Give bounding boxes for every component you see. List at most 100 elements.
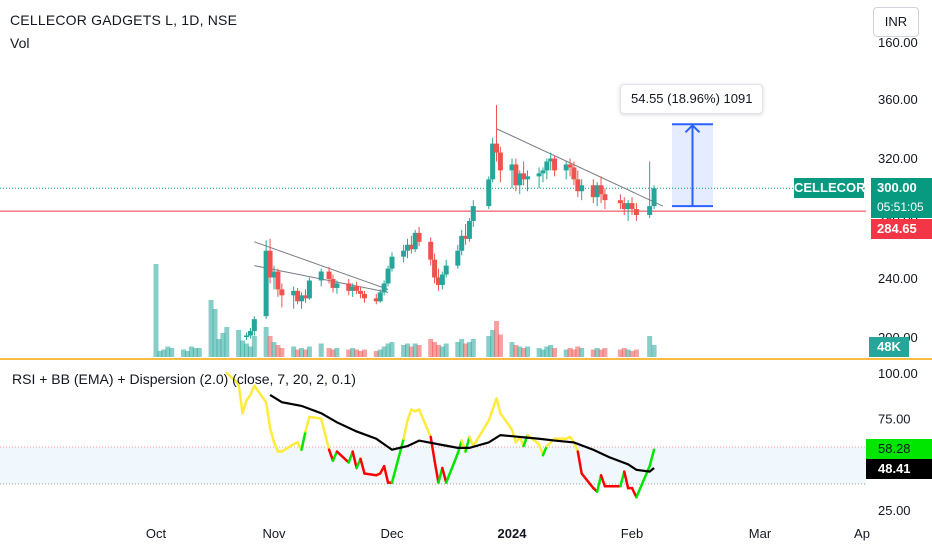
candle-body [625,203,631,210]
volume-bar [621,348,627,357]
candle-body [412,232,418,250]
rsi-segment [319,417,331,451]
volume-bar [212,309,218,357]
candle-body [575,179,581,192]
volume-bar [275,345,281,357]
candle-body [404,244,410,251]
price-tick-label: 360.00 [878,92,918,107]
time-tick-label: Oct [146,526,167,541]
volume-bar [385,343,391,357]
volume-bar [358,351,364,357]
rsi-segment [406,408,413,422]
volume-bar [470,339,476,357]
volume-bar [517,346,523,357]
candle-body [334,283,340,288]
volume-bar [251,336,257,357]
volume-bar [302,349,308,357]
candle-body [486,179,492,207]
candle-body [598,185,604,195]
candle-body [544,161,550,171]
candle-body [275,271,281,290]
volume-bar [334,348,340,357]
volume-bar [240,340,246,357]
rsi-segment [249,384,256,397]
rsi-segment [648,448,656,468]
rsi-tick-label: 75.00 [878,412,911,427]
symbol-tag: CELLECOR [794,178,866,198]
candle-body [435,277,441,285]
volume-bar [236,330,242,357]
candle-body [428,241,434,260]
candle-body [590,185,596,198]
volume-bar [497,334,503,357]
countdown: 05:51:05 [877,200,924,214]
candle-body [299,295,305,302]
time-tick-label: 2024 [498,526,528,541]
candle-body [629,203,635,210]
volume-bar [651,345,657,357]
candle-body [243,335,249,337]
rsi-segment [272,441,280,453]
volume-bar [567,348,573,357]
volume-bar [521,348,527,357]
measure-arrowhead [684,123,701,133]
candle-body [295,290,301,302]
rsi-segment [363,472,378,477]
candle-body [455,250,461,266]
price-tick-label: 320.00 [878,151,918,166]
currency-button[interactable]: INR [873,7,919,37]
volume-bar [459,339,465,357]
volume-bar [326,348,332,357]
bb-value-tag: 48.41 [866,459,932,479]
volume-bar [439,346,445,357]
rsi-segment [468,435,475,448]
rsi-value-tag: 58.28 [866,439,932,459]
volume-bar [463,343,469,357]
volume-bar [455,342,461,357]
rsi-segment [253,384,268,404]
volume-bar [590,349,596,357]
volume-bar [625,349,631,357]
volume-bar [184,351,190,357]
rsi-segment [599,474,607,488]
trendline [496,128,664,207]
volume-bar [354,349,360,357]
candle-body [536,173,542,177]
volume-bar [208,300,214,357]
candle-body [326,271,332,279]
volume-bar [435,345,441,357]
volume-bar [389,342,395,357]
rsi-segment [331,450,339,462]
candle-body [509,164,515,171]
time-tick-label: Dec [380,526,404,541]
volume-bar [404,343,410,357]
volume-bar [524,346,530,357]
candle-body [567,164,573,168]
volume-bar [220,333,226,357]
volume-bar [295,349,301,357]
volume-bar [579,348,585,357]
volume-bar [192,348,198,357]
basis-line [269,393,655,473]
rsi-segment [304,415,311,433]
volume-bar [544,346,550,357]
candle-body [377,292,383,302]
volume-bar [571,349,577,357]
candle-body [517,173,523,186]
rsi-segment [472,419,491,448]
rsi-segment [429,435,436,462]
volume-bar [563,349,569,357]
volume-bar [279,348,285,357]
volume-bar [598,349,604,357]
rsi-segment [327,448,335,462]
rsi-segment [499,411,514,431]
candle-body [633,209,639,216]
rsi-segment [402,419,409,441]
candle-body [263,250,269,317]
volume-bar [629,351,635,357]
candle-body [602,194,608,201]
rsi-segment [441,466,448,484]
candle-body [432,259,438,278]
time-tick-label: Nov [262,526,286,541]
